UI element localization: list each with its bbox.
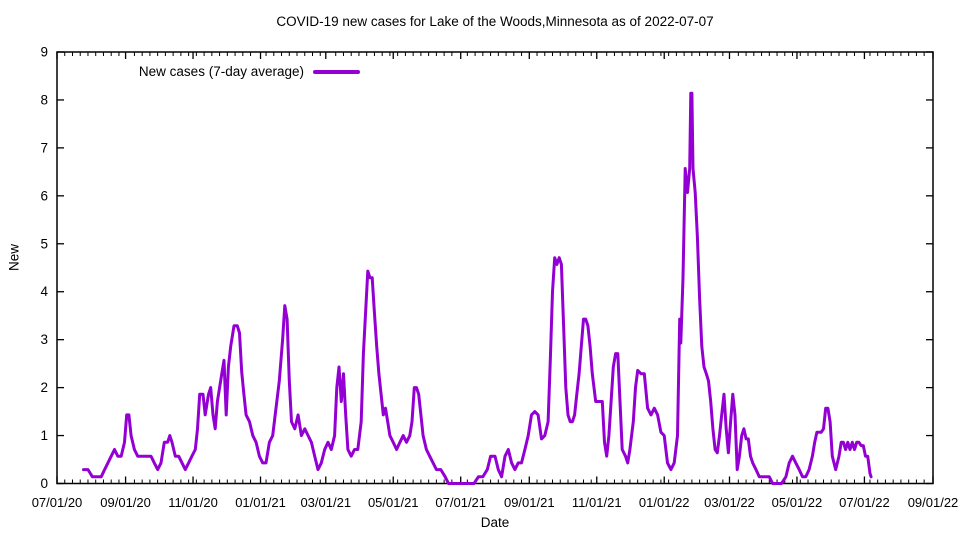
legend: New cases (7-day average) [60, 64, 360, 79]
x-tick-label: 05/01/22 [772, 495, 823, 510]
x-tick-label: 09/01/22 [908, 495, 959, 510]
y-tick-label: 2 [40, 380, 48, 395]
y-tick-label: 9 [40, 45, 48, 60]
x-tick-label: 01/01/21 [235, 495, 286, 510]
x-tick-label: 07/01/22 [839, 495, 890, 510]
x-axis-label: Date [480, 515, 510, 530]
x-tick-label: 03/01/22 [704, 495, 755, 510]
series-line [82, 91, 873, 485]
y-tick-label: 5 [40, 236, 48, 251]
y-tick-label: 6 [40, 188, 48, 203]
plot-border [56, 51, 934, 485]
x-tick-label: 01/01/22 [639, 495, 690, 510]
y-tick-label: 8 [40, 92, 48, 107]
y-tick-label: 0 [40, 476, 48, 491]
x-tick-label: 07/01/20 [32, 495, 83, 510]
x-tick-label: 09/01/20 [100, 495, 151, 510]
y-axis-label: New [6, 244, 22, 272]
y-tick-label: 3 [40, 332, 48, 347]
x-tick-label: 09/01/21 [504, 495, 555, 510]
y-tick-label: 4 [40, 284, 48, 299]
x-tick-label: 07/01/21 [435, 495, 486, 510]
x-tick-label: 11/01/20 [168, 495, 218, 510]
x-tick-label: 05/01/21 [368, 495, 419, 510]
legend-series-label: New cases (7-day average) [138, 64, 304, 79]
x-tick-label: 03/01/21 [300, 495, 351, 510]
legend-line-swatch [313, 69, 360, 74]
x-tick-label: 11/01/21 [572, 495, 622, 510]
chart-title: COVID-19 new cases for Lake of the Woods… [276, 14, 714, 29]
y-tick-label: 7 [40, 140, 48, 155]
y-tick-label: 1 [40, 428, 48, 443]
